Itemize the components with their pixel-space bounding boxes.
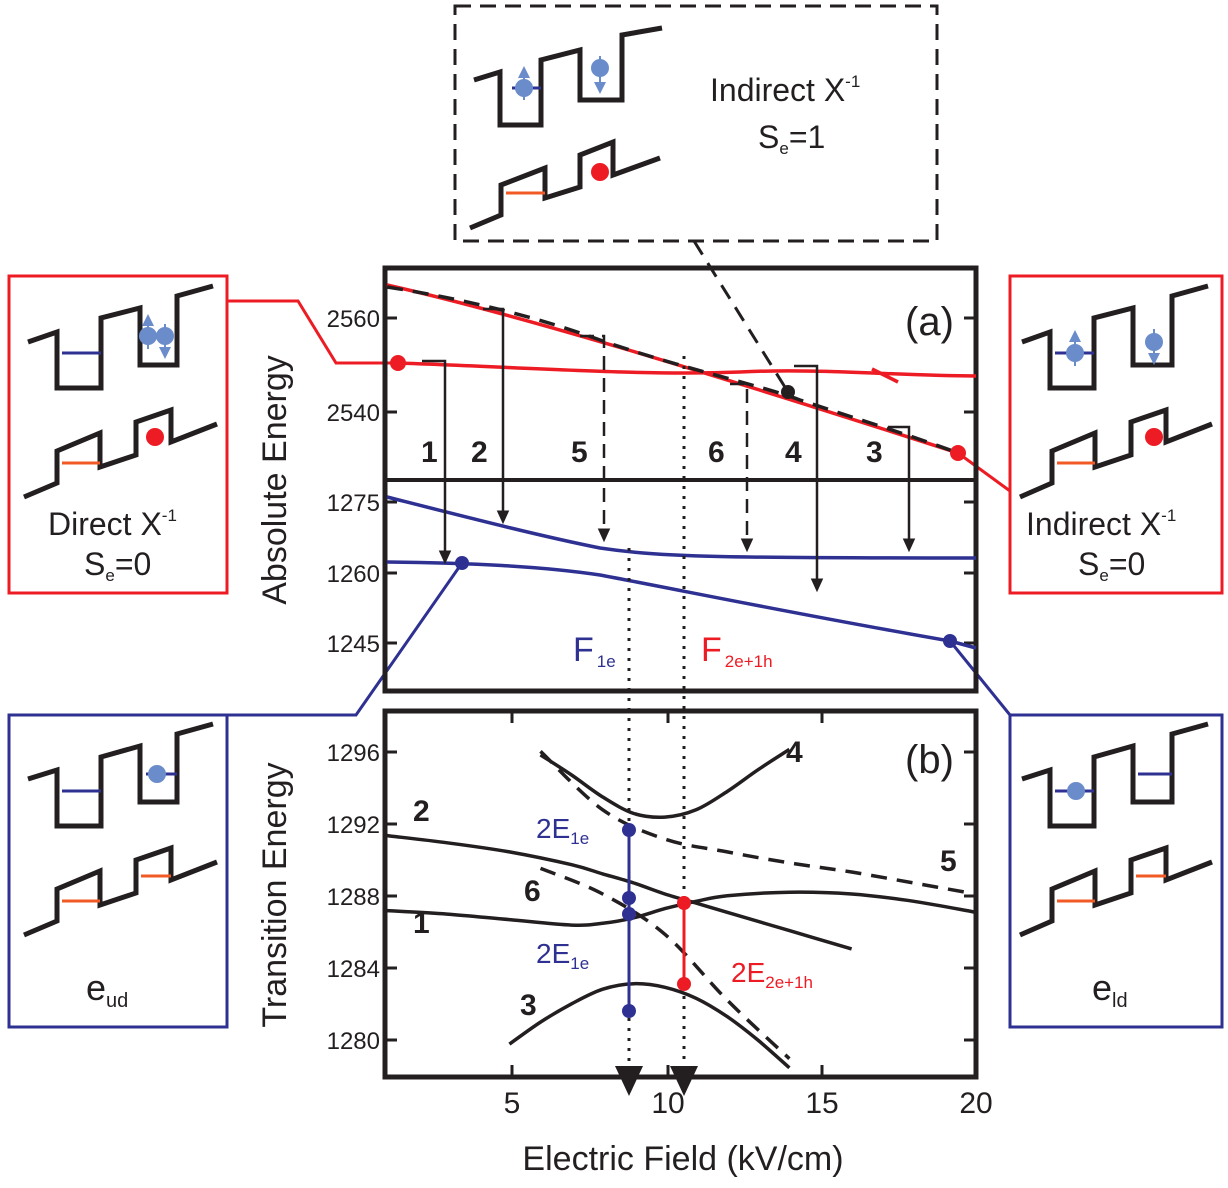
panel-a-red-flat xyxy=(397,361,977,378)
svg-text:Indirect X-1: Indirect X-1 xyxy=(1026,506,1176,542)
panel-a-blue-lower xyxy=(386,560,977,650)
xtick-label: 5 xyxy=(504,1087,521,1120)
ytick-label: 1296 xyxy=(327,740,380,767)
series-line-4 xyxy=(539,747,791,820)
ytick-label: 1245 xyxy=(327,631,380,658)
data-point xyxy=(677,896,691,910)
series-line-2 xyxy=(384,833,853,951)
connector-left-red xyxy=(227,299,398,365)
data-point xyxy=(677,977,691,991)
curve-label: 5 xyxy=(940,845,957,878)
arrowhead-down xyxy=(670,1066,698,1096)
label-2e1e-upper: 2E1e xyxy=(536,813,589,848)
svg-text:Se=1: Se=1 xyxy=(758,119,825,158)
arrowhead-down xyxy=(615,1066,643,1096)
panel-a: (a) 2560 2540 1275 1260 1245 Absolute En… xyxy=(256,265,979,1080)
data-point xyxy=(622,891,636,905)
box-eud: eud xyxy=(7,713,229,1029)
data-point xyxy=(622,907,636,921)
data-point xyxy=(781,385,795,399)
transition-number: 1 xyxy=(421,436,438,469)
curve-label: 6 xyxy=(524,875,541,908)
svg-text:Indirect X-1: Indirect X-1 xyxy=(710,72,860,108)
box-direct-se0: Direct X-1 Se=0 xyxy=(7,274,229,595)
box-indirect-se1: Indirect X-1 Se=1 xyxy=(453,4,939,243)
ytick-label: 2560 xyxy=(327,306,380,333)
svg-text:Se=0: Se=0 xyxy=(1078,546,1145,585)
series-line-1 xyxy=(384,890,977,927)
curve-label: 3 xyxy=(520,989,537,1022)
label-f1e: F 1e xyxy=(573,631,616,671)
data-point xyxy=(622,1004,636,1018)
transition-number: 6 xyxy=(708,436,725,469)
transition-arrows xyxy=(422,307,916,593)
panel-a-blue-upper xyxy=(386,495,977,560)
ytick-label: 1275 xyxy=(327,490,380,517)
panel-b-label: (b) xyxy=(905,738,954,782)
xtick-label: 10 xyxy=(651,1087,684,1120)
x-axis-label: Electric Field (kV/cm) xyxy=(522,1140,843,1178)
ytick-label: 1284 xyxy=(327,956,380,983)
ytick-label: 2540 xyxy=(327,400,380,427)
transition-number: 3 xyxy=(866,436,883,469)
data-point xyxy=(390,355,406,371)
box-indirect-se0: Indirect X-1 Se=0 xyxy=(1008,274,1224,595)
svg-text:eld: eld xyxy=(1092,967,1128,1012)
series-line-6 xyxy=(539,866,791,1060)
svg-text:eud: eud xyxy=(86,967,128,1012)
connector-right-red xyxy=(957,451,1011,493)
panel-a-red-kink xyxy=(871,367,899,384)
label-f2e1h: F 2e+1h xyxy=(701,631,773,671)
curve-label: 4 xyxy=(786,736,803,769)
panel-b-ylabel: Transition Energy xyxy=(256,762,294,1027)
data-point xyxy=(622,823,636,837)
panel-b-frame xyxy=(382,708,979,1080)
curve-label: 2 xyxy=(413,795,430,828)
ytick-label: 1292 xyxy=(327,812,380,839)
ytick-label: 1288 xyxy=(327,884,380,911)
ytick-label: 1280 xyxy=(327,1028,380,1055)
data-point xyxy=(943,634,957,648)
label-2e2e1h: 2E2e+1h xyxy=(731,957,813,992)
panel-a-yticks xyxy=(385,316,976,645)
curve-label: 1 xyxy=(413,907,430,940)
ytick-label: 1260 xyxy=(327,561,380,588)
panel-b-ticks xyxy=(385,711,978,1077)
transition-number: 5 xyxy=(571,436,588,469)
transition-number: 4 xyxy=(785,436,802,469)
box-eld: eld xyxy=(1008,713,1224,1029)
xtick-label: 20 xyxy=(959,1087,992,1120)
panel-b-curves xyxy=(384,747,977,1070)
connector-left-blue xyxy=(227,562,464,717)
svg-text:Se=0: Se=0 xyxy=(84,546,151,585)
panel-b: (b) 1296 1292 1288 1284 1280 5 10 15 20 … xyxy=(256,708,993,1178)
svg-text:Direct X-1: Direct X-1 xyxy=(48,506,177,542)
data-point xyxy=(950,445,966,461)
transition-number: 2 xyxy=(471,436,488,469)
series-line-5 xyxy=(539,750,977,896)
panel-a-ylabel: Absolute Energy xyxy=(256,355,294,605)
series-line-3 xyxy=(508,981,791,1070)
label-2e1e-lower: 2E1e xyxy=(536,938,589,973)
panel-a-label: (a) xyxy=(905,300,954,344)
data-point xyxy=(455,556,469,570)
xtick-label: 15 xyxy=(805,1087,838,1120)
connector-right-blue xyxy=(948,640,1012,716)
